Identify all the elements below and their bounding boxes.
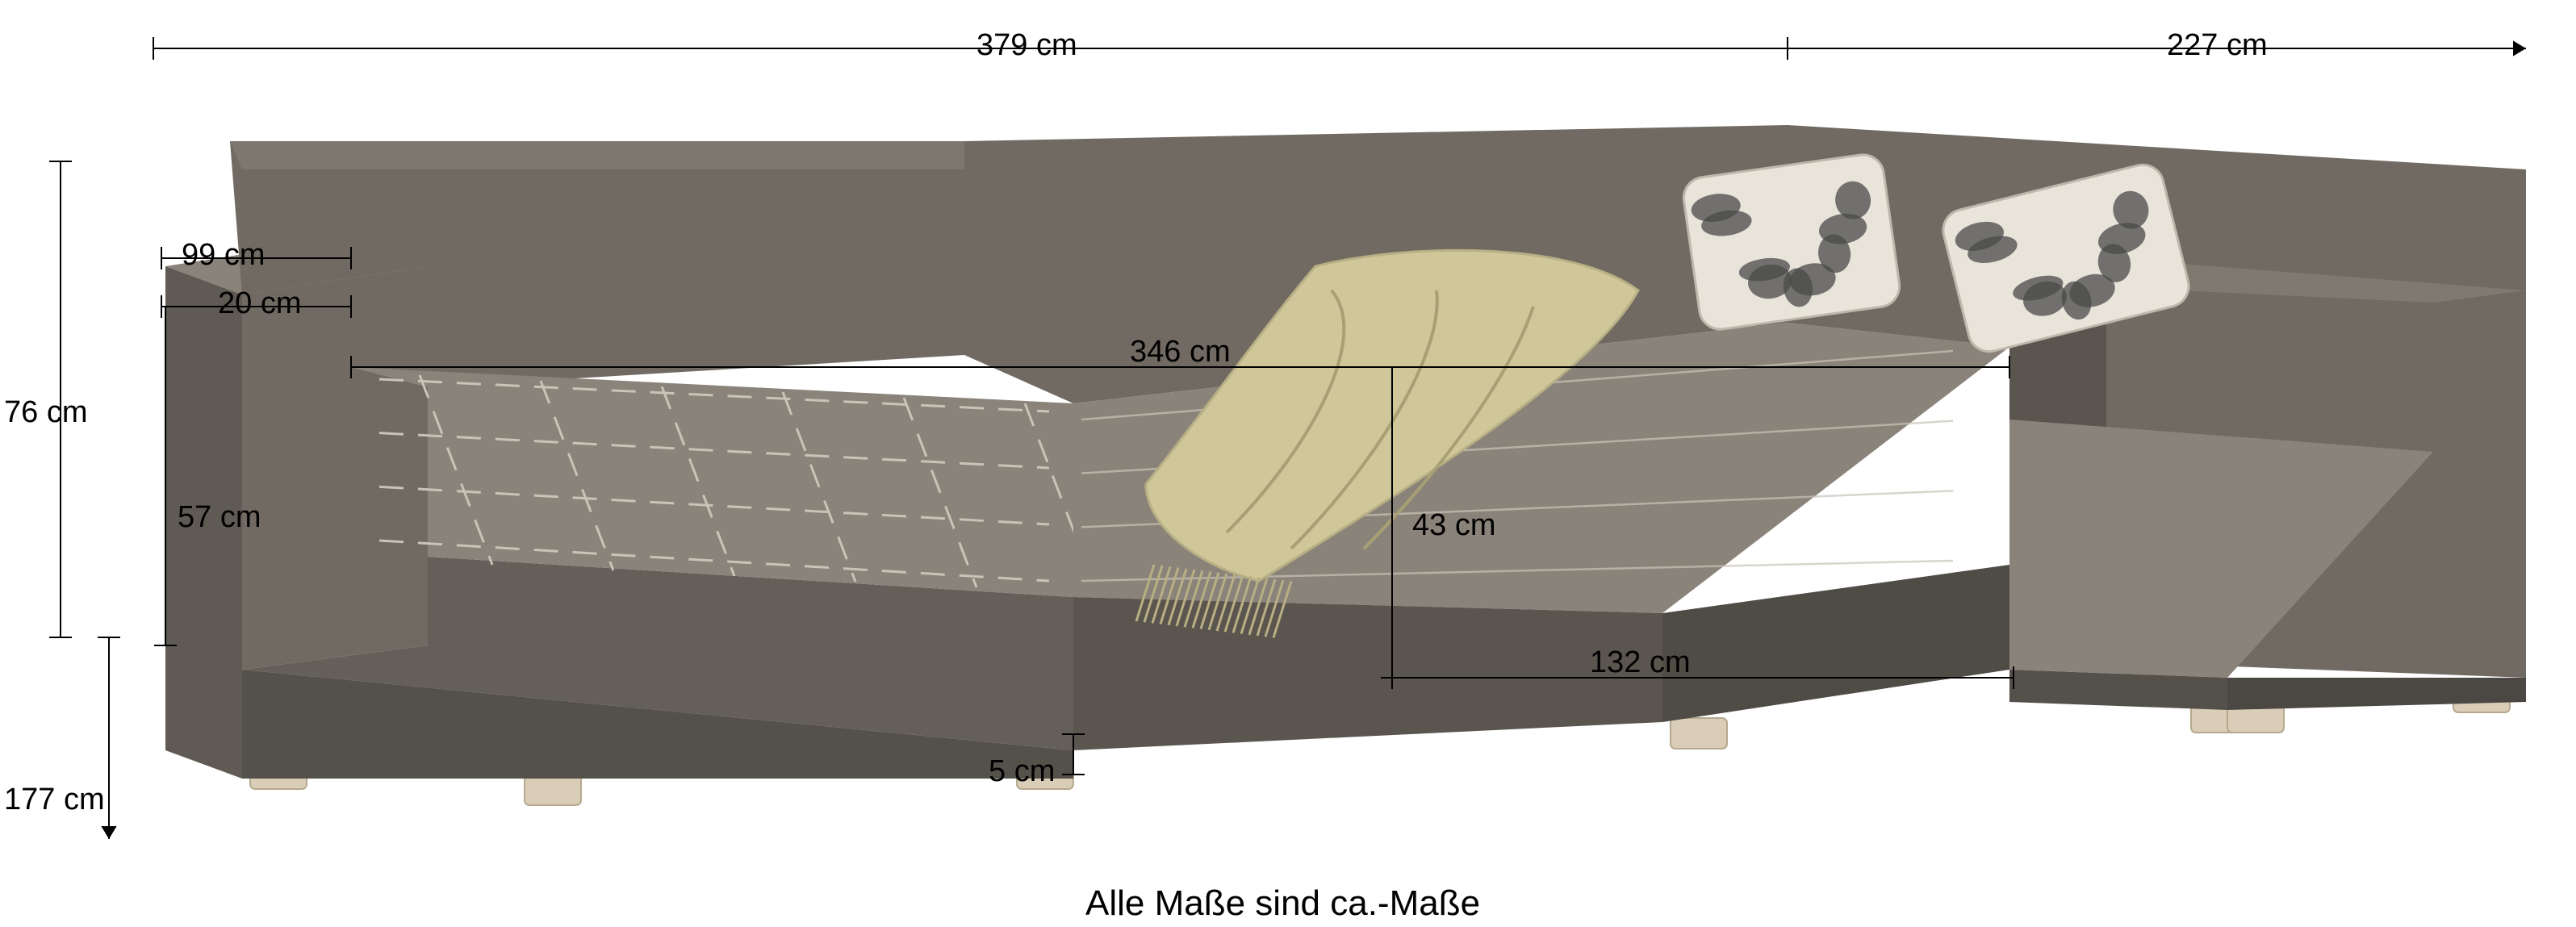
- dimension-label-sleep-346: 346 cm: [1130, 335, 1231, 370]
- dimension-label-top-width-379: 379 cm: [976, 28, 1077, 63]
- dimension-label-seat-43: 43 cm: [1412, 508, 1495, 543]
- dimension-label-left-57: 57 cm: [178, 500, 261, 535]
- diagram-canvas: [0, 0, 2576, 927]
- sofa-illustration: [165, 125, 2526, 805]
- dimension-label-foot-5: 5 cm: [989, 754, 1055, 789]
- caption-text: Alle Maße sind ca.-Maße: [1085, 883, 1480, 924]
- dimension-label-top-width-227: 227 cm: [2167, 28, 2268, 63]
- dimension-label-armrest-99: 99 cm: [182, 238, 265, 273]
- dimension-label-left-height-177: 177 cm: [4, 783, 105, 817]
- dimension-label-depth-132: 132 cm: [1590, 645, 1691, 680]
- dimension-label-left-height-76: 76 cm: [4, 395, 87, 430]
- dimension-label-armrest-20: 20 cm: [218, 286, 301, 321]
